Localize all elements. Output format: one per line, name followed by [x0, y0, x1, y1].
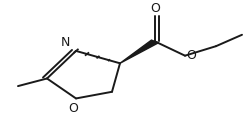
Text: N: N: [61, 36, 70, 49]
Text: O: O: [150, 2, 160, 15]
Polygon shape: [120, 40, 159, 63]
Text: O: O: [186, 49, 196, 62]
Text: O: O: [68, 102, 78, 115]
